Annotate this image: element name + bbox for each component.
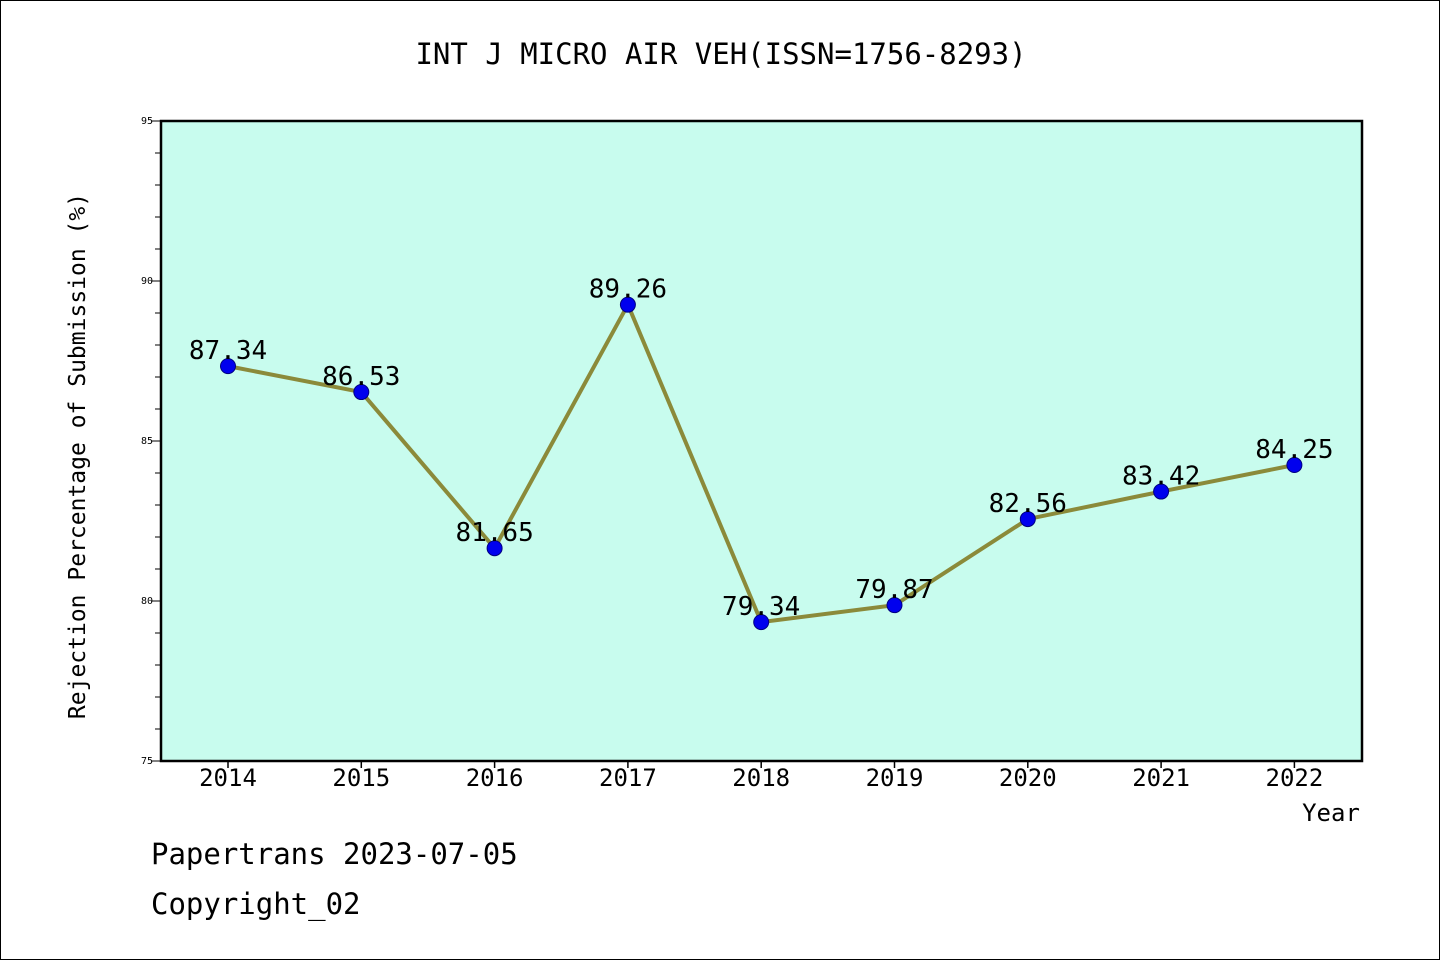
data-point xyxy=(220,358,236,375)
data-label: 79.34 xyxy=(722,592,800,622)
y-tick-label: 80 xyxy=(141,596,153,607)
x-tick-label: 2014 xyxy=(199,764,257,792)
data-point xyxy=(753,614,770,631)
x-tick-label: 2016 xyxy=(466,764,524,792)
y-tick-label: 85 xyxy=(141,436,153,447)
x-tick-label: 2020 xyxy=(999,764,1057,792)
data-point xyxy=(1286,457,1303,473)
x-axis-label: Year xyxy=(1302,799,1360,827)
y-tick-label: 90 xyxy=(141,276,153,287)
x-tick-label: 2022 xyxy=(1266,764,1324,792)
data-label: 87.34 xyxy=(189,336,267,366)
y-tick-label: 75 xyxy=(141,756,153,767)
y-tick-label: 95 xyxy=(141,116,153,127)
x-tick-label: 2021 xyxy=(1132,764,1190,792)
x-tick-label: 2019 xyxy=(866,764,924,792)
data-label: 83.42 xyxy=(1122,462,1200,492)
plot-frame xyxy=(159,119,1364,763)
data-label: 82.56 xyxy=(989,489,1067,519)
data-point xyxy=(1019,511,1036,528)
footer-date: Papertrans 2023-07-05 xyxy=(151,837,518,871)
data-point xyxy=(886,597,903,614)
footer-copyright: Copyright_02 xyxy=(151,887,361,921)
plot-area xyxy=(161,121,1362,761)
data-point xyxy=(619,296,636,313)
data-label: 84.25 xyxy=(1255,435,1333,465)
data-label: 79.87 xyxy=(855,575,933,605)
data-point xyxy=(353,384,370,401)
x-tick-label: 2017 xyxy=(599,764,657,792)
data-label: 81.65 xyxy=(455,518,533,548)
x-tick-label: 2015 xyxy=(332,764,390,792)
data-point xyxy=(486,540,503,557)
data-label: 89.26 xyxy=(589,275,667,305)
y-axis-label: Rejection Percentage of Submission (%) xyxy=(65,193,91,719)
x-tick-label: 2018 xyxy=(732,764,790,792)
data-label: 86.53 xyxy=(322,362,400,392)
chart-title: INT J MICRO AIR VEH(ISSN=1756-8293) xyxy=(415,37,1027,71)
data-point xyxy=(1153,483,1170,500)
